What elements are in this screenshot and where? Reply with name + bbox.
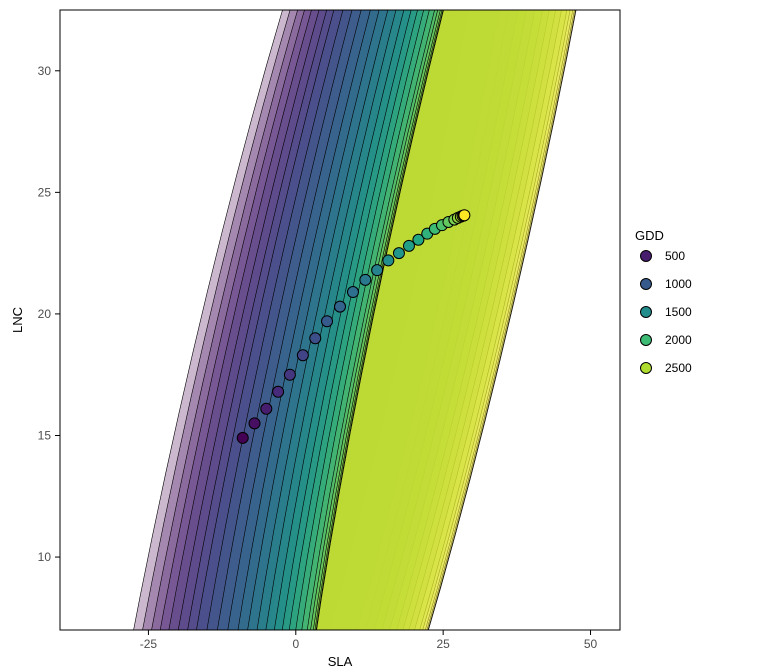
data-point (383, 255, 394, 266)
data-point (347, 287, 358, 298)
data-point (261, 403, 272, 414)
data-point (360, 274, 371, 285)
data-point (372, 265, 383, 276)
legend-point (641, 335, 652, 346)
data-point (249, 418, 260, 429)
y-axis-label: LNC (10, 307, 25, 333)
legend-label: 2000 (665, 333, 692, 347)
data-point (322, 316, 333, 327)
data-point (273, 386, 284, 397)
data-point (237, 432, 248, 443)
data-point (284, 369, 295, 380)
x-tick-label: 50 (584, 637, 598, 651)
legend-point (641, 307, 652, 318)
x-axis-label: SLA (328, 654, 353, 669)
legend-label: 500 (665, 249, 685, 263)
data-point (335, 301, 346, 312)
data-point (297, 350, 308, 361)
chart-container: -25 0 25 50 10 15 20 25 30 SLA LNC GDD500 1000 1500 20… (0, 0, 768, 672)
legend: GDD500 1000 1500 2000 2500 (635, 228, 692, 379)
legend-label: 1000 (665, 277, 692, 291)
data-point (459, 210, 470, 221)
data-point (310, 333, 321, 344)
y-tick-label: 10 (38, 550, 52, 564)
x-tick-label: 0 (292, 637, 299, 651)
y-tick-label: 15 (38, 428, 52, 442)
legend-point (641, 279, 652, 290)
legend-point (641, 251, 652, 262)
legend-title: GDD (635, 228, 664, 243)
y-tick-label: 30 (38, 64, 52, 78)
x-tick-label: 25 (436, 637, 450, 651)
legend-label: 1500 (665, 305, 692, 319)
data-point (403, 240, 414, 251)
x-tick-label: -25 (140, 637, 158, 651)
legend-point (641, 363, 652, 374)
legend-label: 2500 (665, 361, 692, 375)
y-tick-label: 25 (38, 185, 52, 199)
data-point (393, 248, 404, 259)
y-tick-label: 20 (38, 307, 52, 321)
chart-svg: -25 0 25 50 10 15 20 25 30 SLA LNC GDD500 1000 1500 20… (0, 0, 768, 672)
